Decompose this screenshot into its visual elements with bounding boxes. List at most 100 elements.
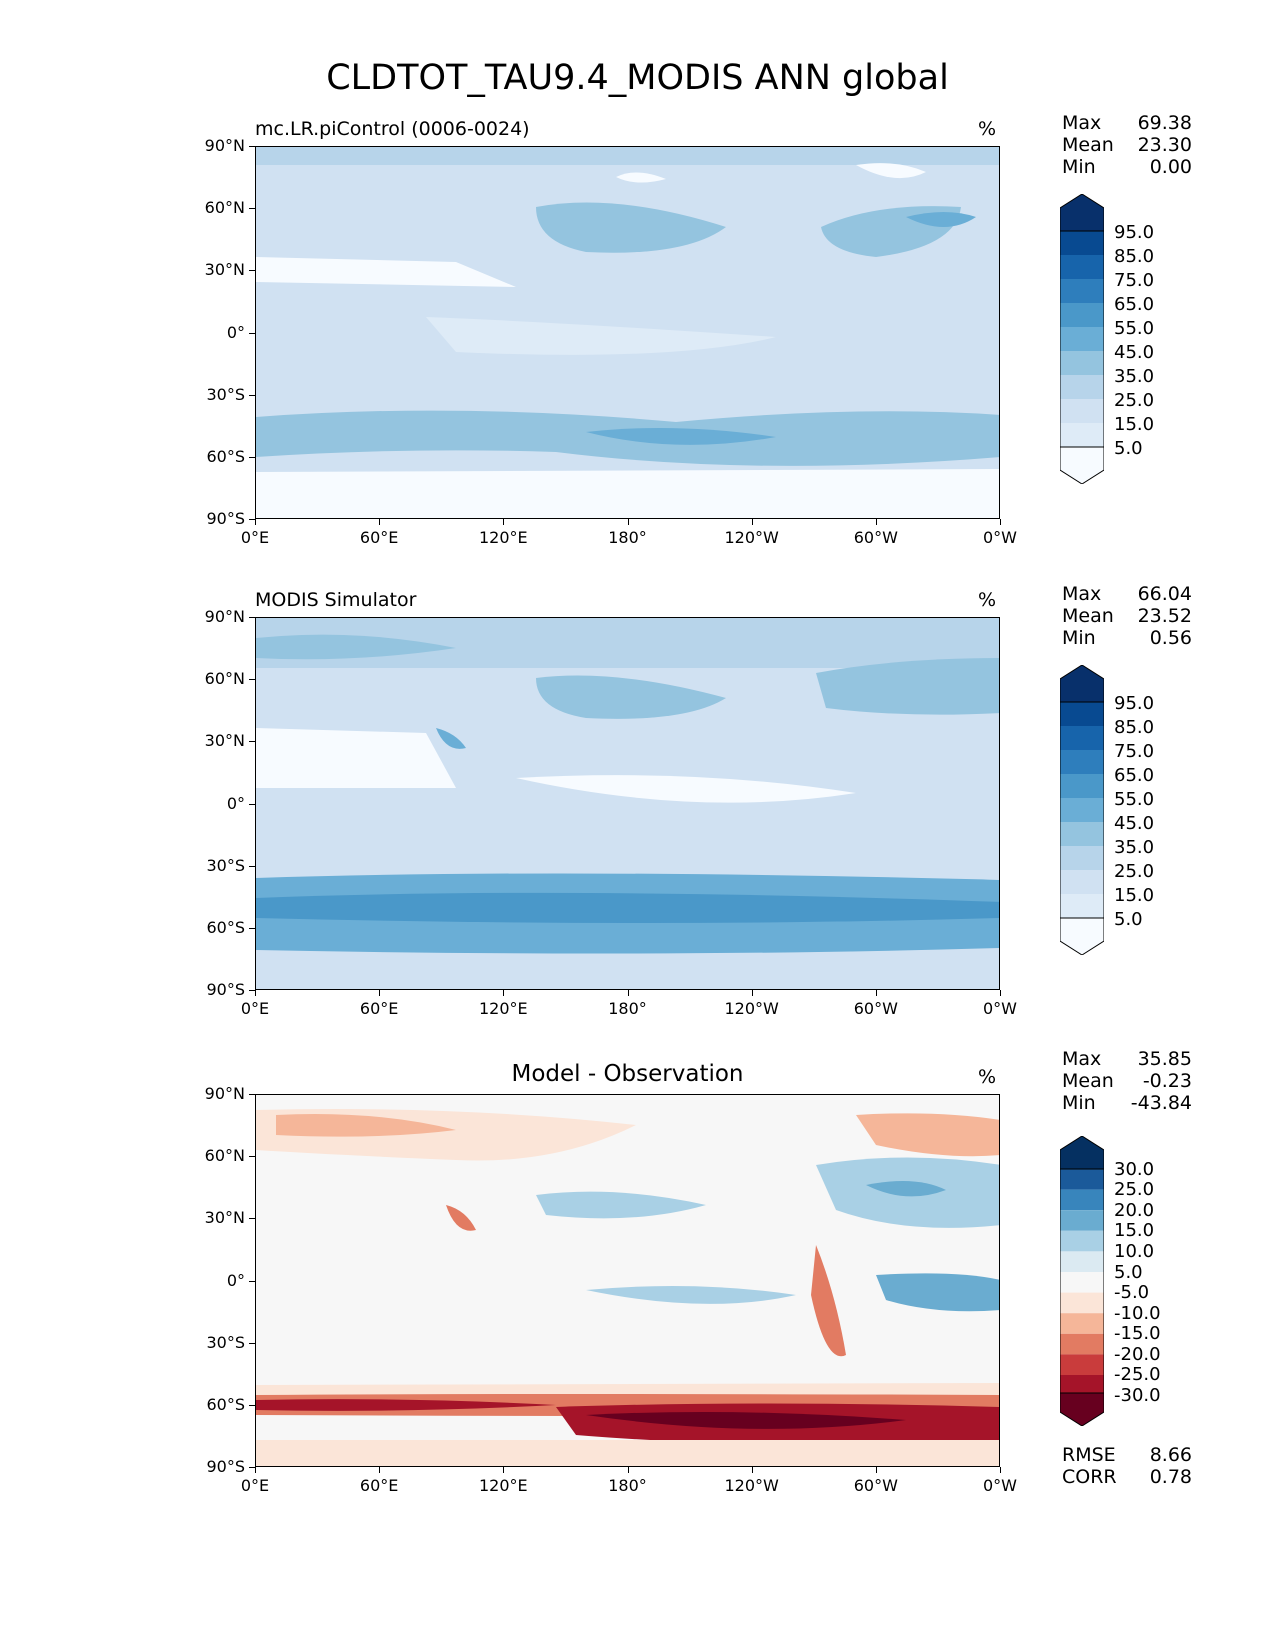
colorbar-label: -20.0: [1114, 1344, 1161, 1365]
lat-tick-mark: [249, 1094, 255, 1095]
lon-tick-mark: [255, 1467, 256, 1473]
stat-max-value: 66.04: [1137, 583, 1192, 605]
lon-tick-mark: [503, 1467, 505, 1473]
colorbar-label: 95.0: [1114, 222, 1155, 243]
stat-min-value: 0.00: [1149, 156, 1192, 178]
map-observation: [255, 617, 1000, 990]
lat-tick-mark: [249, 741, 255, 743]
stat-mean-value: 23.30: [1137, 134, 1192, 156]
colorbar: [1060, 665, 1104, 955]
lon-tick-label: 0°E: [240, 528, 270, 547]
lat-tick-label: 90°N: [204, 607, 245, 626]
stat-max-label: Max: [1062, 583, 1102, 605]
lon-tick-mark: [627, 519, 629, 525]
lon-tick-mark: [627, 990, 629, 996]
lon-tick-mark: [255, 519, 256, 525]
units-label: %: [978, 589, 997, 611]
colorbar-label: 45.0: [1114, 342, 1155, 363]
stat-max-label: Max: [1062, 1048, 1102, 1070]
lat-tick-label: 90°N: [204, 1084, 245, 1103]
lon-tick-label: 180°: [608, 528, 647, 547]
lat-tick-label: 0°: [226, 793, 245, 813]
colorbar-label: 75.0: [1114, 270, 1155, 291]
lat-tick-mark: [249, 1218, 255, 1220]
colorbar-label: -15.0: [1114, 1323, 1161, 1344]
lon-tick-label: 120°E: [479, 1476, 528, 1495]
panel-title: Model - Observation: [511, 1061, 744, 1087]
panel-title: MODIS Simulator: [255, 589, 417, 611]
stat-mean-value: 23.52: [1137, 605, 1192, 627]
stat-min-label: Min: [1062, 627, 1096, 649]
colorbar-label: 45.0: [1114, 813, 1155, 834]
lat-tick-mark: [249, 865, 255, 867]
lat-tick-mark: [249, 617, 255, 618]
stats-box: Max 35.85 Mean -0.23 Min -43.84: [1062, 1048, 1192, 1114]
lon-tick-label: 60°W: [853, 528, 898, 547]
lat-tick-label: 60°S: [206, 917, 245, 937]
colorbar-label: -5.0: [1114, 1282, 1150, 1303]
colorbar: [1060, 1136, 1104, 1426]
colorbar-label: 55.0: [1114, 789, 1155, 810]
colorbar-label: 5.0: [1114, 909, 1143, 930]
colorbar-label: 30.0: [1114, 1159, 1155, 1180]
lat-tick-label: 60°N: [204, 198, 245, 218]
stats-box: Max 69.38 Mean 23.30 Min 0.00: [1062, 112, 1192, 178]
lon-tick-label: 120°W: [724, 999, 779, 1018]
lon-tick-mark: [751, 990, 753, 996]
stat-max-value: 35.85: [1137, 1048, 1192, 1070]
lon-tick-label: 180°: [608, 999, 647, 1018]
lat-tick-label: 90°S: [206, 1457, 245, 1476]
colorbar-label: 15.0: [1114, 1220, 1155, 1241]
corr-value: 0.78: [1149, 1466, 1192, 1488]
stat-mean-label: Mean: [1062, 1070, 1114, 1092]
lon-tick-mark: [379, 990, 381, 996]
lon-tick-mark: [1000, 990, 1001, 996]
lon-tick-mark: [627, 1467, 629, 1473]
lat-tick-mark: [249, 679, 255, 681]
lon-tick-label: 120°E: [479, 528, 528, 547]
map-difference: [255, 1094, 1000, 1467]
lat-tick-label: 90°S: [206, 509, 245, 528]
lat-tick-label: 60°S: [206, 1394, 245, 1414]
lat-tick-mark: [249, 146, 255, 147]
corr-label: CORR: [1062, 1466, 1117, 1488]
lon-tick-mark: [751, 1467, 753, 1473]
lat-tick-mark: [249, 990, 255, 991]
lon-tick-label: 60°E: [359, 999, 399, 1018]
lat-tick-mark: [249, 332, 255, 334]
lat-tick-mark: [249, 270, 255, 272]
lat-tick-label: 30°S: [206, 855, 245, 875]
colorbar-label: 15.0: [1114, 885, 1155, 906]
stat-min-value: 0.56: [1149, 627, 1192, 649]
map-model: [255, 146, 1000, 519]
stat-max-label: Max: [1062, 112, 1102, 134]
lat-tick-mark: [249, 394, 255, 396]
lat-tick-label: 0°: [226, 1270, 245, 1290]
lon-tick-label: 120°W: [724, 528, 779, 547]
colorbar-label: 35.0: [1114, 366, 1155, 387]
lat-tick-mark: [249, 456, 255, 458]
colorbar-label: 25.0: [1114, 1179, 1155, 1200]
lon-tick-label: 60°E: [359, 528, 399, 547]
lat-tick-label: 0°: [226, 322, 245, 342]
lon-tick-label: 60°E: [359, 1476, 399, 1495]
lon-tick-mark: [503, 990, 505, 996]
colorbar-label: 25.0: [1114, 390, 1155, 411]
lat-tick-mark: [249, 927, 255, 929]
stat-mean-label: Mean: [1062, 134, 1114, 156]
lon-tick-label: 0°W: [983, 528, 1017, 547]
lon-tick-label: 0°E: [240, 999, 270, 1018]
rmse-label: RMSE: [1062, 1444, 1116, 1466]
lon-tick-label: 0°W: [983, 999, 1017, 1018]
lat-tick-label: 90°S: [206, 980, 245, 999]
stat-mean-value: -0.23: [1142, 1070, 1192, 1092]
lat-tick-label: 60°S: [206, 446, 245, 466]
panel-title: mc.LR.piControl (0006-0024): [255, 118, 530, 140]
colorbar-label: 25.0: [1114, 861, 1155, 882]
colorbar-label: 10.0: [1114, 1241, 1155, 1262]
colorbar-label: 95.0: [1114, 693, 1155, 714]
lon-tick-label: 60°W: [853, 1476, 898, 1495]
colorbar-label: 35.0: [1114, 837, 1155, 858]
colorbar-label: 85.0: [1114, 717, 1155, 738]
lon-tick-label: 180°: [608, 1476, 647, 1495]
